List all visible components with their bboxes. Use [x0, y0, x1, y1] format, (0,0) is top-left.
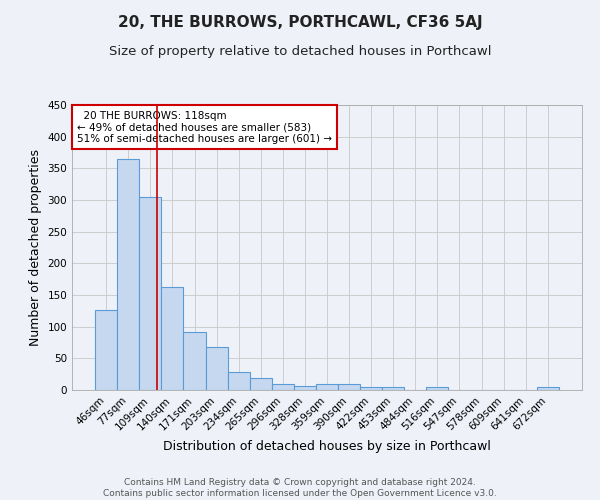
Bar [382, 388, 404, 390]
Text: 20, THE BURROWS, PORTHCAWL, CF36 5AJ: 20, THE BURROWS, PORTHCAWL, CF36 5AJ [118, 15, 482, 30]
Bar [272, 384, 294, 390]
Bar [360, 387, 382, 390]
Bar [139, 197, 161, 390]
Bar [184, 332, 206, 390]
Bar [95, 310, 117, 390]
Text: Size of property relative to detached houses in Porthcawl: Size of property relative to detached ho… [109, 45, 491, 58]
Text: 20 THE BURROWS: 118sqm
← 49% of detached houses are smaller (583)
51% of semi-de: 20 THE BURROWS: 118sqm ← 49% of detached… [77, 110, 332, 144]
Bar [338, 384, 360, 390]
Y-axis label: Number of detached properties: Number of detached properties [29, 149, 42, 346]
Bar [294, 386, 316, 390]
Bar [537, 388, 559, 390]
Bar [117, 159, 139, 390]
Bar [250, 378, 272, 390]
Bar [427, 388, 448, 390]
Text: Contains HM Land Registry data © Crown copyright and database right 2024.
Contai: Contains HM Land Registry data © Crown c… [103, 478, 497, 498]
Bar [316, 384, 338, 390]
X-axis label: Distribution of detached houses by size in Porthcawl: Distribution of detached houses by size … [163, 440, 491, 453]
Bar [206, 347, 227, 390]
Bar [227, 372, 250, 390]
Bar [161, 287, 184, 390]
